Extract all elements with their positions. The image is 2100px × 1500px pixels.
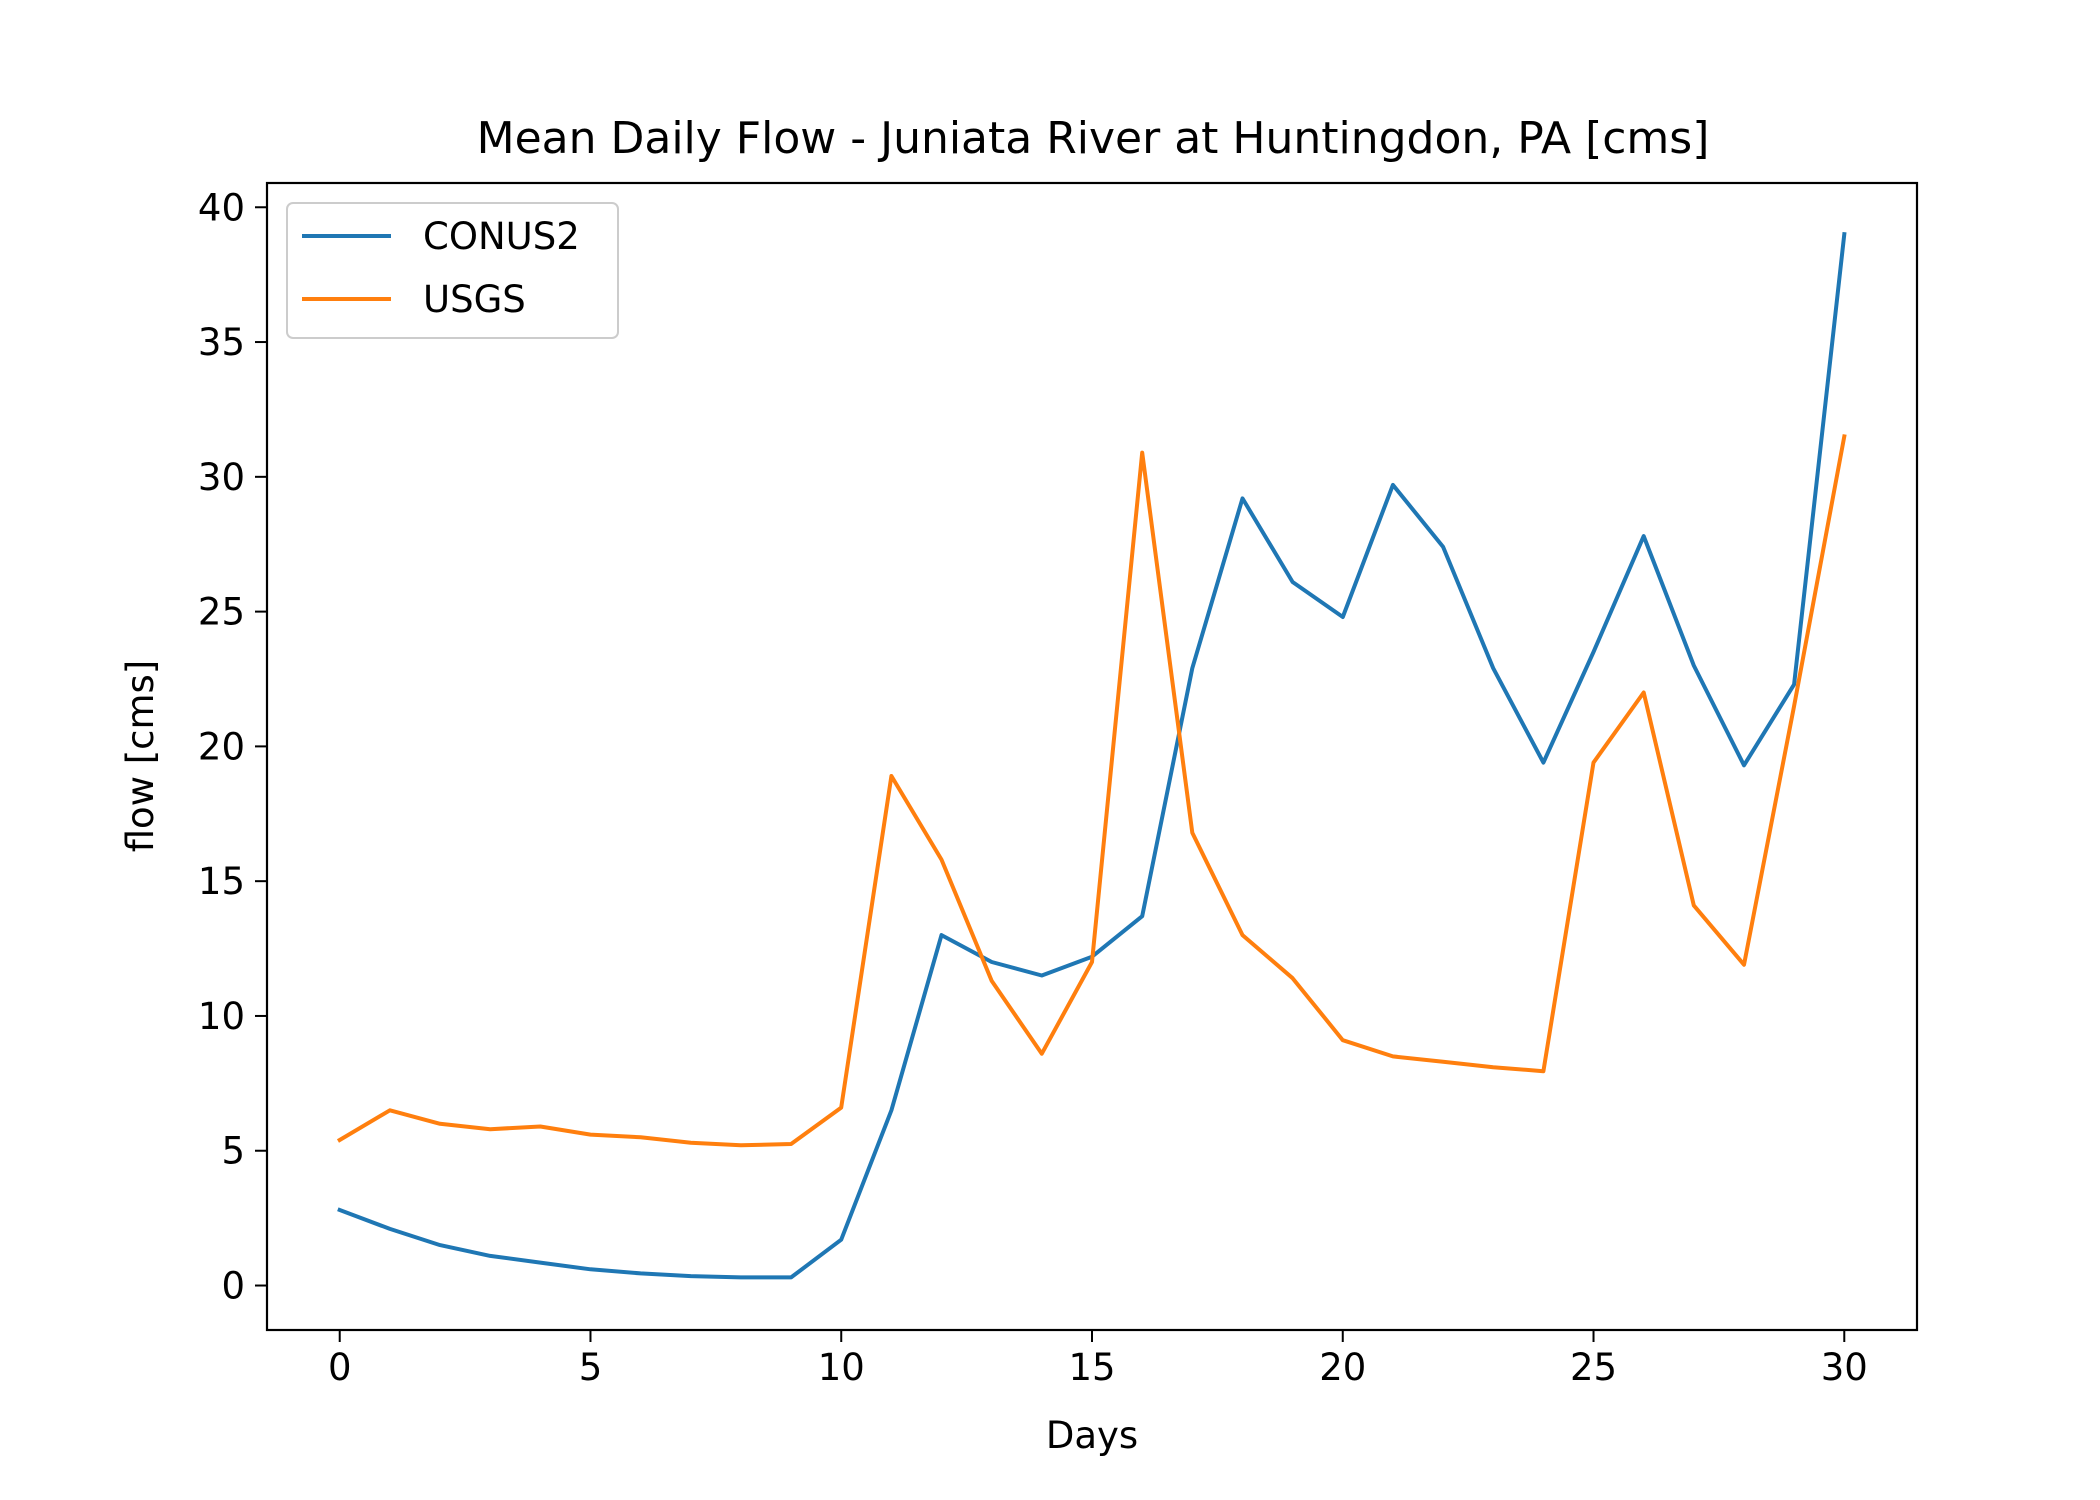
legend: CONUS2 USGS <box>286 202 619 339</box>
x-tick-label: 30 <box>1821 1346 1868 1389</box>
y-tick-label: 40 <box>198 186 245 229</box>
x-axis-label: Days <box>1046 1414 1138 1457</box>
y-tick-label: 5 <box>221 1130 245 1173</box>
x-tick-label: 20 <box>1319 1346 1366 1389</box>
series-line-usgs <box>336 434 1847 1148</box>
y-tick-label: 30 <box>198 456 245 499</box>
y-axis-label: flow [cms] <box>119 660 162 853</box>
y-axis-ticks: 0 5 10 15 20 25 30 35 40 <box>198 186 267 1308</box>
x-tick-label: 15 <box>1068 1346 1115 1389</box>
y-tick-label: 35 <box>198 321 245 364</box>
y-tick-label: 25 <box>198 591 245 634</box>
x-axis-ticks: 0 5 10 15 20 25 30 <box>328 1330 1868 1389</box>
x-tick-label: 5 <box>579 1346 603 1389</box>
x-tick-label: 0 <box>328 1346 352 1389</box>
y-tick-label: 15 <box>198 860 245 903</box>
y-tick-label: 0 <box>221 1265 245 1308</box>
y-tick-label: 20 <box>198 725 245 768</box>
x-tick-label: 25 <box>1570 1346 1617 1389</box>
x-tick-label: 10 <box>818 1346 865 1389</box>
series-layer <box>336 231 1847 1280</box>
legend-label-usgs: USGS <box>423 278 526 321</box>
y-tick-label: 10 <box>198 995 245 1038</box>
chart-title: Mean Daily Flow - Juniata River at Hunti… <box>477 113 1710 164</box>
legend-label-conus2: CONUS2 <box>423 215 580 258</box>
